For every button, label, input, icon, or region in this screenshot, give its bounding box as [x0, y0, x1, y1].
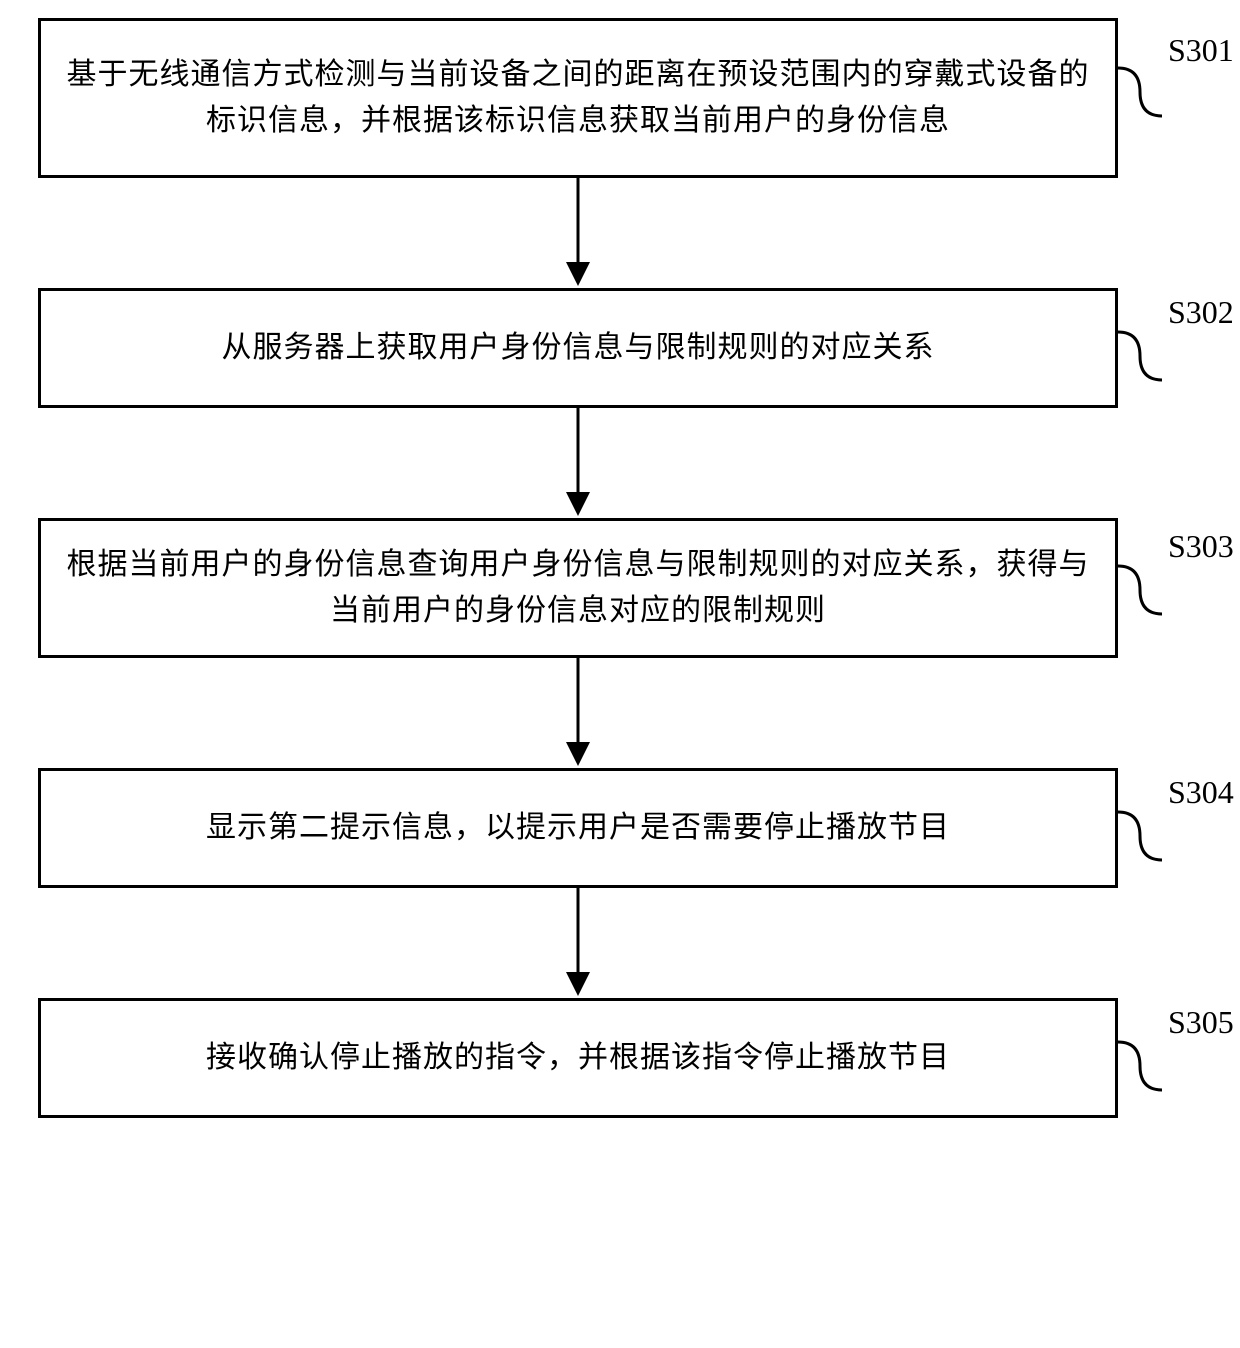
step-row: 基于无线通信方式检测与当前设备之间的距离在预设范围内的穿戴式设备的标识信息，并根… — [38, 18, 1118, 178]
step-box-s302: 从服务器上获取用户身份信息与限制规则的对应关系 — [38, 288, 1118, 408]
step-row: 接收确认停止播放的指令，并根据该指令停止播放节目 S305 — [38, 998, 1118, 1118]
flow-arrow — [38, 888, 1118, 998]
step-row: 显示第二提示信息，以提示用户是否需要停止播放节目 S304 — [38, 768, 1118, 888]
step-text: 基于无线通信方式检测与当前设备之间的距离在预设范围内的穿戴式设备的标识信息，并根… — [65, 52, 1091, 145]
step-label-s302: S302 — [1168, 294, 1234, 331]
label-curve — [1118, 808, 1164, 864]
step-row: 根据当前用户的身份信息查询用户身份信息与限制规则的对应关系，获得与当前用户的身份… — [38, 518, 1118, 658]
step-text: 接收确认停止播放的指令，并根据该指令停止播放节目 — [206, 1035, 950, 1082]
label-curve — [1118, 64, 1164, 120]
step-label-s303: S303 — [1168, 528, 1234, 565]
step-text: 根据当前用户的身份信息查询用户身份信息与限制规则的对应关系，获得与当前用户的身份… — [65, 542, 1091, 635]
step-label-s301: S301 — [1168, 32, 1234, 69]
step-box-s305: 接收确认停止播放的指令，并根据该指令停止播放节目 — [38, 998, 1118, 1118]
flowchart-container: 基于无线通信方式检测与当前设备之间的距离在预设范围内的穿戴式设备的标识信息，并根… — [38, 18, 1118, 1118]
step-label-s304: S304 — [1168, 774, 1234, 811]
step-label-s305: S305 — [1168, 1004, 1234, 1041]
label-curve — [1118, 1038, 1164, 1094]
step-box-s304: 显示第二提示信息，以提示用户是否需要停止播放节目 — [38, 768, 1118, 888]
label-curve — [1118, 562, 1164, 618]
step-text: 显示第二提示信息，以提示用户是否需要停止播放节目 — [206, 805, 950, 852]
step-text: 从服务器上获取用户身份信息与限制规则的对应关系 — [222, 325, 935, 372]
step-row: 从服务器上获取用户身份信息与限制规则的对应关系 S302 — [38, 288, 1118, 408]
label-curve — [1118, 328, 1164, 384]
step-box-s301: 基于无线通信方式检测与当前设备之间的距离在预设范围内的穿戴式设备的标识信息，并根… — [38, 18, 1118, 178]
flow-arrow — [38, 658, 1118, 768]
step-box-s303: 根据当前用户的身份信息查询用户身份信息与限制规则的对应关系，获得与当前用户的身份… — [38, 518, 1118, 658]
flow-arrow — [38, 178, 1118, 288]
flow-arrow — [38, 408, 1118, 518]
